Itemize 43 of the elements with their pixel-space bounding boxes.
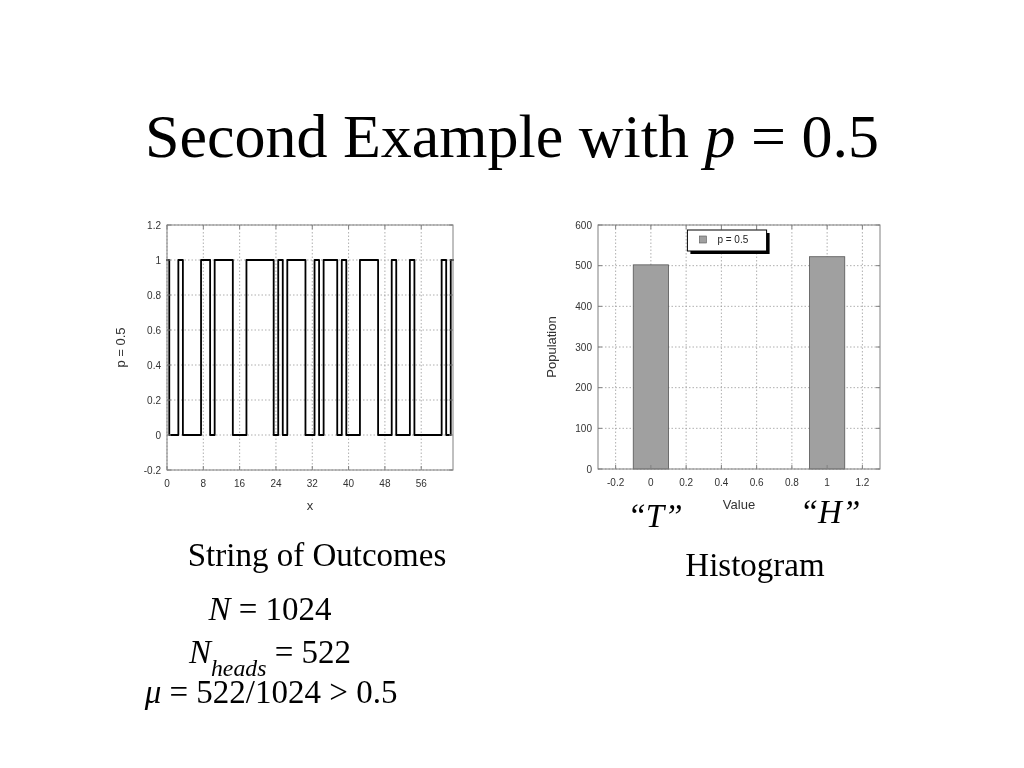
y-tick-label: 1	[155, 254, 162, 266]
chart-title: Second Example with p = 0.5	[144, 102, 880, 170]
text: “T”	[627, 498, 683, 534]
y-tick-label: 0.6	[147, 324, 162, 336]
text: Histogram	[685, 547, 825, 583]
x-axis-title: x	[306, 498, 314, 513]
x-tick-label: 0.6	[749, 477, 765, 488]
x-tick-label: 16	[234, 478, 246, 489]
x-tick-label: 56	[415, 478, 428, 489]
x-tick-label: 40	[343, 478, 355, 489]
text: “H”	[799, 494, 861, 530]
y-tick-label: 600	[575, 219, 593, 231]
text: N$_{heads}$ = 522	[187, 634, 352, 681]
x-tick-label: 24	[270, 478, 282, 489]
y-tick-label: 0.4	[147, 359, 162, 371]
x-tick-label: 0.8	[784, 477, 800, 488]
x-tick-label: 32	[306, 478, 319, 489]
y-tick-label: 100	[575, 422, 593, 434]
y-tick-label: -0.2	[143, 464, 162, 476]
text: String of Outcomes	[187, 537, 447, 573]
y-tick-label: 200	[575, 382, 593, 394]
y-tick-label: 1.2	[147, 219, 162, 231]
x-tick-label: 0	[164, 478, 171, 489]
x-tick-label: 8	[200, 478, 207, 489]
x-tick-label: 0	[648, 477, 655, 488]
y-tick-label: 0.8	[147, 289, 162, 301]
y-axis-title: p = 0.5	[113, 327, 128, 368]
y-tick-label: 0	[586, 463, 593, 475]
x-tick-label: 1	[824, 477, 831, 488]
x-tick-label: 1.2	[855, 477, 870, 488]
y-tick-label: 0.2	[147, 394, 162, 406]
legend-label: p = 0.5	[717, 234, 749, 245]
y-tick-label: 300	[575, 341, 593, 353]
y-tick-label: 0	[155, 429, 162, 441]
y-tick-label: 400	[575, 300, 593, 312]
x-tick-label: 0.4	[714, 477, 729, 488]
x-tick-label: 0.2	[679, 477, 694, 488]
x-axis-title: Value	[722, 497, 756, 512]
y-tick-label: 500	[575, 260, 593, 272]
x-tick-label: 48	[379, 478, 391, 489]
text: N = 1024	[207, 591, 332, 627]
x-tick-label: -0.2	[607, 477, 625, 488]
y-axis-title: Population	[544, 316, 559, 378]
